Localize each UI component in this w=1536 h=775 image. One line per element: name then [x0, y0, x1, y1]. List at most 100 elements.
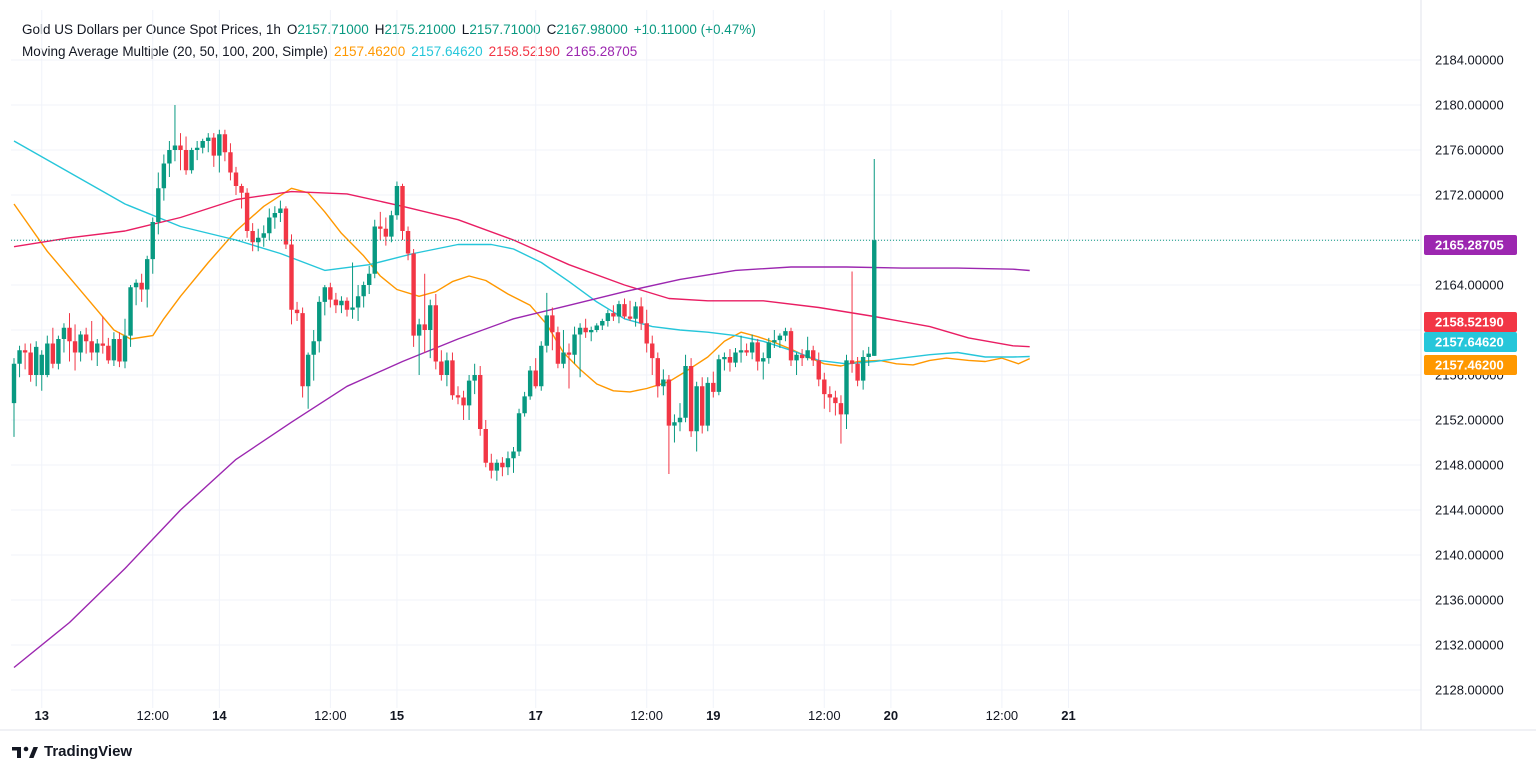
- price-tick-label: 2172.00000: [1435, 188, 1504, 203]
- price-tick-label: 2128.00000: [1435, 683, 1504, 698]
- candle-body: [727, 357, 733, 363]
- candle-body: [328, 287, 333, 300]
- candle-body: [594, 325, 599, 330]
- candle-body: [511, 451, 516, 459]
- legend-low-value: 2157.71000: [469, 22, 541, 37]
- candle-body: [711, 382, 716, 392]
- candle-body: [611, 313, 616, 317]
- candle-body: [50, 343, 56, 364]
- legend-ma20-value: 2157.46200: [333, 44, 406, 59]
- candle-body: [472, 375, 477, 381]
- time-tick-label: 12:00: [808, 708, 841, 723]
- candle-body: [644, 323, 649, 344]
- candle-body: [822, 379, 827, 395]
- candle-body: [733, 352, 738, 363]
- ma-price-label: 2158.52190: [1435, 315, 1504, 330]
- candle-body: [256, 237, 261, 243]
- legend-close-value: 2167.98000: [556, 22, 628, 37]
- candle-body: [527, 370, 533, 397]
- ma-price-label: 2157.64620: [1435, 335, 1504, 350]
- legend-open-value: 2157.71000: [297, 22, 369, 37]
- candle-body: [28, 352, 33, 375]
- candle-body: [378, 226, 383, 229]
- candle-body: [145, 259, 150, 290]
- candle-body: [650, 343, 655, 359]
- legend-open-label: O: [286, 22, 298, 37]
- candle-body: [300, 313, 305, 387]
- candle-body: [117, 339, 122, 362]
- candle-body: [228, 152, 233, 173]
- time-tick-label: 15: [390, 708, 404, 723]
- legend-close-label: C: [546, 22, 557, 37]
- candle-body: [405, 231, 411, 254]
- candle-body: [322, 287, 327, 302]
- ma-price-label-bg: [1424, 355, 1517, 375]
- candle-body: [178, 145, 183, 150]
- candle-body: [799, 354, 805, 359]
- candle-body: [466, 380, 472, 406]
- legend-low-label: L: [461, 22, 470, 37]
- time-tick-label: 21: [1061, 708, 1075, 723]
- candle-body: [666, 379, 672, 426]
- candle-body: [761, 358, 766, 362]
- candle-body: [183, 150, 189, 171]
- candle-body: [72, 341, 78, 353]
- candle-body: [39, 354, 44, 375]
- candle-body: [305, 354, 311, 387]
- legend-change: +10.11000 (+0.47%): [633, 22, 756, 37]
- candle-body: [777, 335, 783, 341]
- candle-body: [478, 375, 483, 429]
- candle-body: [677, 417, 683, 423]
- candle-body: [367, 273, 372, 285]
- candle-body: [450, 360, 455, 396]
- candle-body: [394, 186, 400, 216]
- candle-body: [866, 353, 871, 357]
- price-tick-label: 2132.00000: [1435, 638, 1504, 653]
- candle-body: [811, 350, 816, 361]
- candle-body: [600, 321, 605, 326]
- candle-body: [683, 366, 688, 418]
- candle-body: [95, 343, 100, 353]
- candle-body: [422, 324, 427, 330]
- ma-price-label: 2157.46200: [1435, 358, 1504, 373]
- tradingview-brand[interactable]: TradingView: [12, 743, 132, 760]
- candle-body: [133, 282, 139, 288]
- legend-ma200-value: 2165.28705: [565, 44, 638, 59]
- ma200-line: [13, 266, 1030, 669]
- candle-body: [705, 382, 710, 426]
- candle-body: [161, 163, 167, 189]
- candle-body: [372, 226, 377, 274]
- price-tick-label: 2164.00000: [1435, 278, 1504, 293]
- candle-body: [111, 339, 117, 361]
- candle-body: [350, 307, 355, 310]
- legend-high-label: H: [374, 22, 385, 37]
- price-tick-label: 2180.00000: [1435, 98, 1504, 113]
- candle-body: [45, 343, 50, 375]
- candle-body: [294, 309, 300, 314]
- candle-body: [749, 342, 755, 353]
- candle-body: [539, 345, 544, 387]
- candle-body: [389, 215, 394, 237]
- candle-body: [805, 350, 810, 359]
- candle-body: [17, 350, 22, 364]
- candle-body: [633, 306, 638, 319]
- candle-body: [355, 296, 361, 308]
- candle-body: [22, 350, 28, 353]
- candle-body: [627, 316, 633, 319]
- price-tick-label: 2152.00000: [1435, 413, 1504, 428]
- candle-body: [100, 343, 105, 346]
- candle-body: [783, 331, 788, 336]
- candle-body: [494, 462, 500, 471]
- candle-body: [317, 301, 322, 342]
- candle-body: [289, 244, 294, 310]
- candle-body: [500, 462, 505, 468]
- candle-body: [694, 386, 699, 432]
- candle-body: [244, 192, 250, 231]
- legend-high-value: 2175.21000: [384, 22, 456, 37]
- candle-body: [200, 141, 205, 148]
- price-tick-label: 2148.00000: [1435, 458, 1504, 473]
- candle-body: [716, 359, 722, 392]
- candle-body: [700, 386, 705, 426]
- candle-body: [522, 396, 527, 414]
